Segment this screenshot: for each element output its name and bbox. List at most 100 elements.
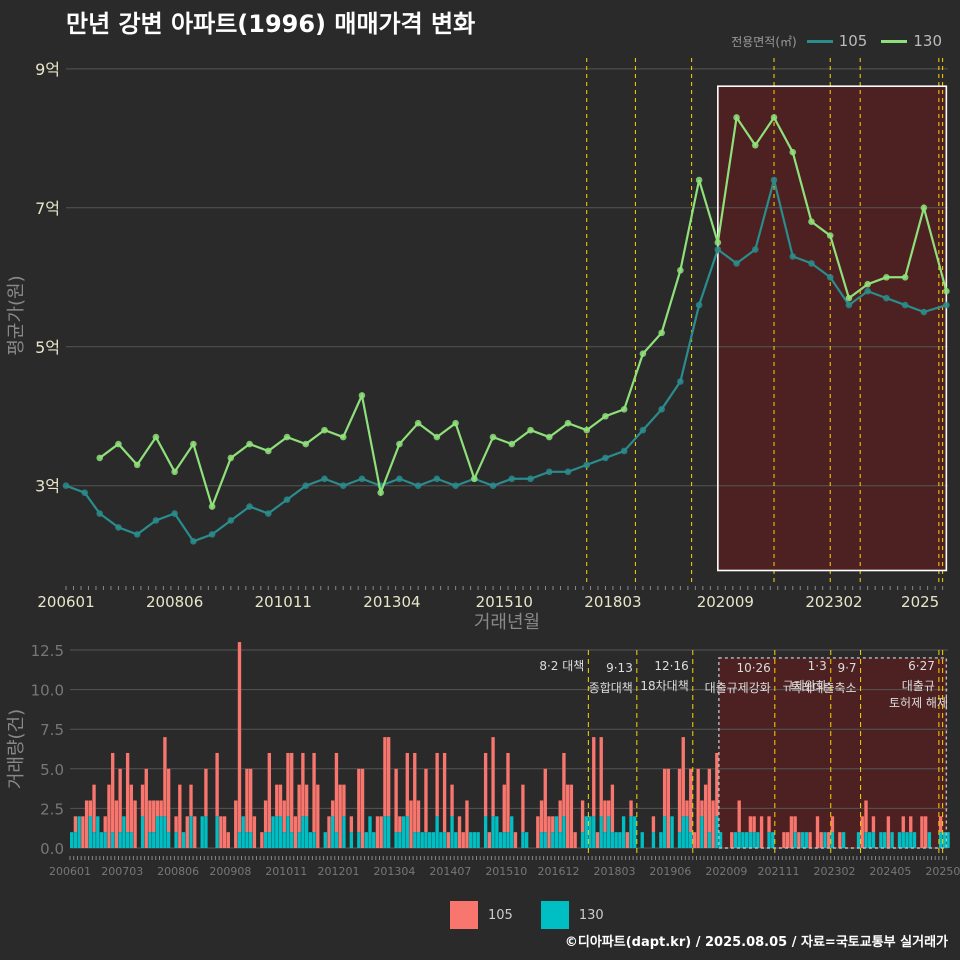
bar-x-tick: 200908 [209, 865, 251, 878]
bar-105 [715, 752, 719, 817]
bar-105 [204, 768, 208, 817]
bottom-legend: 105 130 [450, 901, 622, 929]
bar-130 [166, 832, 171, 848]
bar-130 [554, 816, 559, 848]
bar-130 [715, 816, 719, 848]
data-point-105 [845, 301, 853, 309]
bar-x-tick: 202302 [813, 865, 855, 878]
bar-105 [730, 832, 734, 848]
y-tick-label: 7억 [35, 199, 60, 218]
bar-130 [521, 832, 525, 848]
bar-x-tick: 201201 [318, 865, 360, 878]
policy-label: 10·26 [736, 661, 770, 675]
data-point-105 [321, 475, 328, 483]
data-point-130 [527, 426, 534, 434]
bar-130 [204, 816, 208, 848]
bar-105 [327, 816, 331, 848]
bar-105 [607, 800, 611, 817]
bar-105 [92, 784, 96, 833]
bar-105 [580, 800, 585, 833]
bar-130 [342, 816, 346, 848]
data-point-130 [96, 454, 104, 462]
data-point-130 [920, 204, 928, 212]
data-point-105 [302, 482, 310, 490]
bar-105 [782, 832, 786, 848]
bar-105 [864, 800, 868, 833]
bar-105 [536, 816, 540, 848]
bar-105 [73, 816, 78, 833]
bar-130 [148, 832, 152, 848]
policy-label: 8·2 대책 [539, 658, 584, 673]
bar-130 [140, 816, 145, 848]
bar-105 [767, 816, 771, 833]
bar-105 [901, 816, 905, 833]
x-tick-label: 2025 [901, 593, 939, 611]
bar-130 [267, 832, 271, 848]
bar-105 [81, 816, 85, 848]
x-tick-label: 201510 [476, 593, 533, 611]
bar-130 [454, 832, 458, 848]
bar-130 [189, 816, 193, 848]
data-point-105 [508, 475, 516, 483]
bar-105 [140, 784, 145, 817]
policy-label: 규제완화 [783, 679, 827, 693]
bar-105 [103, 816, 107, 833]
bar-130 [938, 832, 943, 848]
bar-105 [450, 784, 454, 817]
bar-105 [789, 816, 794, 848]
bar-105 [562, 752, 566, 817]
x-tick-label: 200806 [146, 593, 203, 611]
bar-105 [711, 800, 715, 848]
bar-105 [703, 784, 708, 848]
data-point-105 [396, 475, 403, 483]
data-point-105 [246, 503, 253, 510]
bar-105 [793, 816, 797, 833]
bar-130 [304, 816, 309, 848]
bar-105 [923, 816, 928, 848]
bar-105 [666, 768, 671, 848]
data-point-105 [620, 447, 628, 455]
bar-105 [129, 784, 134, 833]
data-point-130 [489, 433, 497, 441]
data-point-130 [208, 503, 216, 510]
bar-y-tick: 12.5 [31, 642, 64, 660]
bar-105 [707, 768, 712, 833]
bar-105 [592, 737, 596, 817]
bar-130 [681, 816, 685, 848]
data-point-130 [471, 475, 478, 483]
data-point-105 [602, 454, 609, 462]
bar-105 [178, 784, 182, 848]
data-point-105 [545, 468, 553, 476]
data-point-105 [339, 482, 347, 490]
bar-105 [226, 832, 230, 848]
bar-130 [707, 832, 712, 848]
data-point-130 [302, 440, 310, 448]
bar-105 [502, 784, 506, 833]
bar-130 [800, 832, 805, 848]
x-tick-label: 200601 [37, 593, 94, 611]
data-point-130 [883, 273, 890, 281]
bar-130 [122, 816, 126, 848]
data-point-105 [489, 482, 497, 490]
bar-130 [912, 832, 917, 848]
policy-label-extra: 토허제 해제 [889, 696, 948, 710]
data-point-130 [677, 267, 684, 274]
data-point-130 [246, 440, 253, 448]
bar-130 [92, 832, 96, 848]
data-point-130 [751, 141, 759, 149]
bar-130 [890, 832, 894, 848]
highlight-border [717, 85, 948, 572]
data-point-130 [508, 440, 516, 448]
bar-130 [249, 832, 253, 848]
bar-130 [401, 816, 406, 848]
data-point-105 [115, 524, 122, 531]
data-point-105 [96, 510, 104, 517]
bar-130 [510, 816, 514, 848]
bar-130 [435, 816, 439, 848]
data-point-105 [733, 260, 740, 267]
bar-105 [830, 816, 835, 833]
bar-130 [607, 816, 611, 848]
bar-130 [748, 832, 753, 848]
bar-105 [155, 800, 160, 817]
